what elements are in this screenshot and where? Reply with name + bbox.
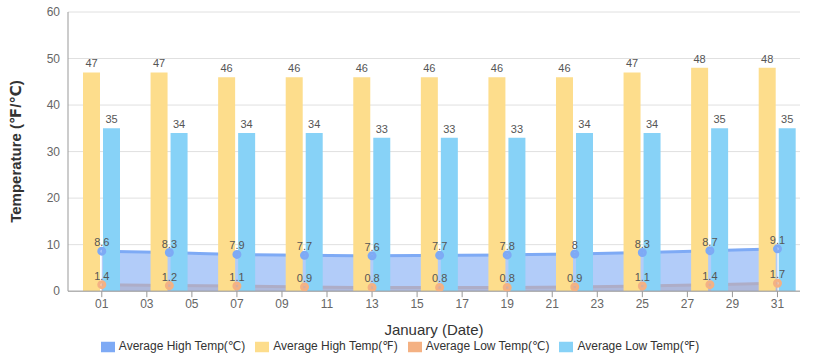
svg-text:05: 05 [185,297,199,311]
svg-text:0.9: 0.9 [297,272,312,284]
svg-text:8.7: 8.7 [702,236,717,248]
svg-text:17: 17 [455,297,469,311]
svg-text:0: 0 [53,284,60,298]
svg-text:46: 46 [288,62,300,74]
svg-text:15: 15 [410,297,424,311]
svg-text:27: 27 [681,297,695,311]
svg-text:7.7: 7.7 [432,240,447,252]
svg-text:35: 35 [105,113,117,125]
svg-text:0.8: 0.8 [432,272,447,284]
svg-text:46: 46 [356,62,368,74]
svg-text:34: 34 [308,118,320,130]
svg-text:8.3: 8.3 [162,238,177,250]
svg-text:01: 01 [95,297,109,311]
svg-text:8: 8 [572,239,578,251]
svg-text:January (Date): January (Date) [384,321,483,338]
svg-text:0.9: 0.9 [567,272,582,284]
svg-text:1.1: 1.1 [635,271,650,283]
svg-text:9.1: 9.1 [770,234,785,246]
svg-text:46: 46 [423,62,435,74]
svg-text:34: 34 [646,118,658,130]
svg-text:1.7: 1.7 [770,268,785,280]
svg-text:60: 60 [47,5,61,19]
svg-text:34: 34 [241,118,253,130]
html-text:Average High Temp(℉): Average High Temp(℉) [273,339,398,354]
svg-text:0.8: 0.8 [500,272,515,284]
svg-text:1.1: 1.1 [229,271,244,283]
svg-text:10: 10 [47,238,61,252]
svg-text:20: 20 [47,191,61,205]
svg-text:8.6: 8.6 [94,236,109,248]
html-text:Average Low Temp(℃): Average Low Temp(℃) [425,339,550,354]
svg-text:33: 33 [376,123,388,135]
svg-text:21: 21 [546,297,560,311]
svg-text:1.4: 1.4 [702,270,717,282]
svg-text:40: 40 [47,98,61,112]
svg-text:48: 48 [761,53,773,65]
svg-text:09: 09 [275,297,289,311]
svg-text:34: 34 [578,118,590,130]
svg-text:23: 23 [591,297,605,311]
svg-text:19: 19 [501,297,515,311]
svg-text:25: 25 [636,297,650,311]
svg-text:13: 13 [365,297,379,311]
svg-text:Temperature (℉/℃): Temperature (℉/℃) [8,80,24,223]
svg-text:47: 47 [626,57,638,69]
svg-text:35: 35 [781,113,793,125]
svg-text:33: 33 [443,123,455,135]
svg-text:0.8: 0.8 [364,272,379,284]
svg-text:47: 47 [85,57,97,69]
svg-text:33: 33 [511,123,523,135]
svg-text:31: 31 [771,297,785,311]
svg-text:7.6: 7.6 [364,241,379,253]
svg-text:7.9: 7.9 [229,239,244,251]
svg-text:03: 03 [140,297,154,311]
svg-text:7.7: 7.7 [297,240,312,252]
svg-text:48: 48 [693,53,705,65]
html-text:Average High Temp(℃): Average High Temp(℃) [118,339,246,354]
svg-text:46: 46 [491,62,503,74]
svg-text:07: 07 [230,297,244,311]
svg-text:29: 29 [726,297,740,311]
svg-text:30: 30 [47,145,61,159]
svg-text:46: 46 [221,62,233,74]
svg-text:1.4: 1.4 [94,270,109,282]
svg-text:35: 35 [713,113,725,125]
svg-text:7.8: 7.8 [500,240,515,252]
svg-text:47: 47 [153,57,165,69]
html-text:Average Low Temp(℉): Average Low Temp(℉) [577,339,700,354]
svg-text:8.3: 8.3 [635,238,650,250]
svg-text:1.2: 1.2 [162,271,177,283]
svg-text:46: 46 [558,62,570,74]
svg-text:11: 11 [321,297,334,311]
svg-text:34: 34 [173,118,185,130]
svg-text:50: 50 [47,52,61,66]
